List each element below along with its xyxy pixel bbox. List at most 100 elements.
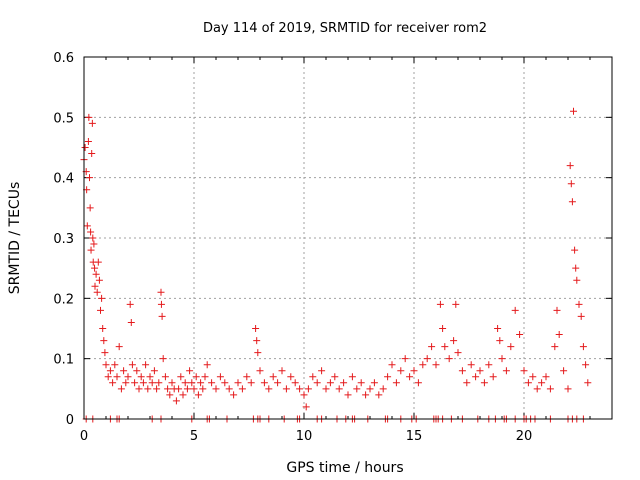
data-point	[216, 373, 224, 381]
data-point	[230, 391, 238, 399]
data-point	[397, 367, 405, 375]
data-point	[370, 379, 378, 387]
data-point	[188, 379, 196, 387]
data-point	[221, 379, 229, 387]
data-point	[87, 246, 95, 254]
data-point	[85, 113, 93, 121]
data-point	[507, 343, 515, 351]
data-point	[106, 367, 114, 375]
data-point	[84, 137, 92, 145]
data-point	[485, 361, 493, 369]
data-point	[392, 379, 400, 387]
data-point	[366, 385, 374, 393]
y-tick-label: 0	[66, 413, 74, 428]
data-point	[568, 198, 576, 206]
data-point	[357, 379, 365, 387]
data-point	[91, 282, 99, 290]
data-point	[546, 385, 554, 393]
data-point	[572, 264, 580, 272]
data-point	[575, 300, 583, 308]
data-point	[445, 355, 453, 363]
data-point	[335, 385, 343, 393]
data-point	[148, 379, 156, 387]
data-point	[450, 337, 458, 345]
data-point	[564, 385, 572, 393]
data-point	[287, 373, 295, 381]
data-point	[234, 379, 242, 387]
data-point	[155, 379, 163, 387]
data-point	[100, 337, 108, 345]
y-tick-label: 0.3	[53, 232, 74, 247]
data-point	[86, 204, 94, 212]
data-point	[573, 276, 581, 284]
data-point	[97, 306, 104, 314]
data-point	[142, 361, 150, 369]
data-point	[146, 373, 154, 381]
y-tick-label: 0.6	[53, 51, 74, 66]
data-point	[322, 385, 330, 393]
data-point	[192, 373, 200, 381]
data-point	[124, 373, 132, 381]
data-point	[489, 373, 497, 381]
data-point	[203, 361, 211, 369]
data-point	[91, 264, 99, 272]
data-point	[179, 391, 187, 399]
data-point	[102, 361, 110, 369]
data-point	[126, 300, 134, 308]
data-point	[164, 385, 172, 393]
plot-frame	[83, 56, 613, 420]
data-point	[582, 361, 590, 369]
data-point	[139, 379, 147, 387]
data-point	[115, 343, 123, 351]
data-point	[87, 228, 95, 236]
grid	[84, 57, 612, 419]
data-point	[340, 379, 348, 387]
data-point	[291, 379, 299, 387]
data-point	[122, 379, 130, 387]
data-point	[353, 385, 361, 393]
data-point	[111, 361, 119, 369]
data-point	[577, 312, 585, 320]
data-point	[432, 361, 440, 369]
y-tick-label: 0.4	[53, 172, 74, 187]
data-point	[533, 385, 541, 393]
data-point	[406, 373, 414, 381]
data-point	[243, 373, 251, 381]
data-point	[120, 367, 128, 375]
data-point	[419, 361, 427, 369]
data-point	[436, 300, 444, 308]
data-point	[384, 373, 392, 381]
data-point	[194, 391, 202, 399]
data-point	[502, 367, 510, 375]
data-point	[362, 391, 370, 399]
data-point	[81, 144, 89, 151]
data-point	[551, 343, 559, 351]
data-point	[131, 379, 139, 387]
data-point	[296, 385, 304, 393]
data-point	[452, 300, 460, 308]
data-point	[318, 367, 326, 375]
data-point	[494, 325, 502, 332]
data-point	[579, 343, 587, 351]
data-point	[520, 367, 528, 375]
data-point	[181, 379, 189, 387]
data-point	[93, 288, 101, 296]
data-point	[300, 391, 308, 399]
data-point	[476, 367, 484, 375]
data-point	[496, 337, 504, 345]
data-point	[269, 373, 277, 381]
x-tick-label: 5	[190, 429, 198, 444]
data-point	[302, 403, 310, 411]
data-point	[137, 373, 145, 381]
data-point	[225, 385, 233, 393]
data-point	[282, 385, 290, 393]
data-point	[265, 385, 273, 393]
data-point	[168, 379, 176, 387]
chart-title: Day 114 of 2019, SRMTID for receiver rom…	[203, 21, 487, 36]
y-tick-label: 0.1	[53, 353, 74, 368]
data-point	[463, 379, 471, 387]
data-point	[95, 276, 103, 284]
data-point	[153, 385, 161, 393]
data-point	[566, 162, 574, 170]
data-point	[274, 379, 282, 387]
